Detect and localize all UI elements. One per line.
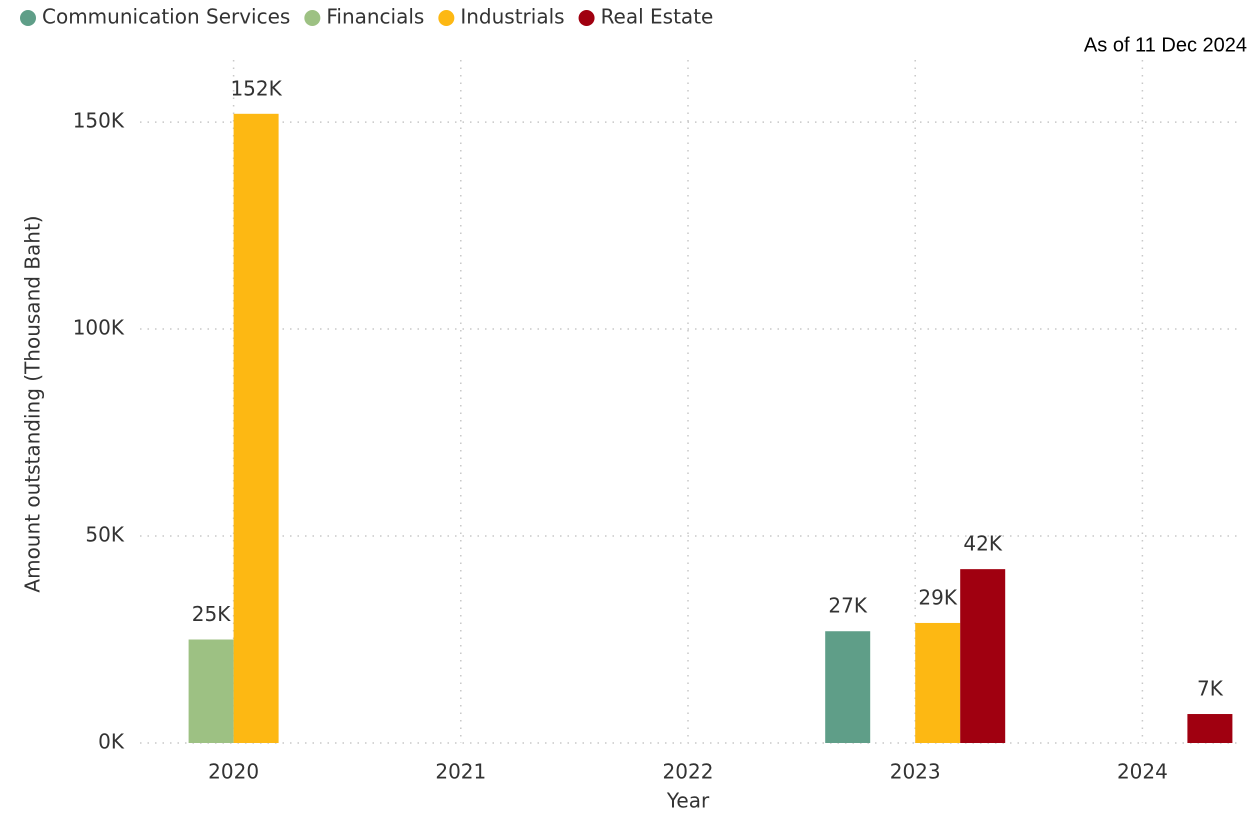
y-tick-label: 150K <box>73 109 125 133</box>
legend-marker <box>438 10 455 26</box>
bar <box>1187 714 1233 743</box>
data-label: 29K <box>918 585 957 609</box>
annotation: As of 11 Dec 2024 <box>1084 34 1247 56</box>
bar <box>188 639 234 743</box>
legend-marker <box>578 10 595 26</box>
y-tick-label: 50K <box>85 523 124 547</box>
data-label: 152K <box>230 76 282 100</box>
legend-label: Industrials <box>460 5 564 29</box>
legend-label: Real Estate <box>601 5 714 29</box>
y-tick-label: 0K <box>98 730 125 754</box>
x-tick-label: 2022 <box>663 760 714 784</box>
x-tick-label: 2024 <box>1117 760 1168 784</box>
bar <box>825 631 871 743</box>
bar <box>960 569 1006 743</box>
x-axis-label: Year <box>666 789 710 813</box>
data-label: 27K <box>828 594 867 618</box>
legend-marker <box>304 10 321 26</box>
data-label: 25K <box>192 602 231 626</box>
x-tick-label: 2023 <box>890 760 941 784</box>
y-tick-label: 100K <box>73 316 125 340</box>
data-label: 42K <box>963 532 1002 556</box>
legend-label: Financials <box>326 5 424 29</box>
bar <box>915 622 961 743</box>
x-tick-label: 2021 <box>435 760 486 784</box>
legend-label: Communication Services <box>42 5 290 29</box>
data-label: 7K <box>1197 677 1224 701</box>
y-axis-label: Amount outstanding (Thousand Baht) <box>21 215 45 592</box>
bar <box>233 113 279 743</box>
legend-marker <box>20 10 36 26</box>
x-tick-label: 2020 <box>208 760 259 784</box>
